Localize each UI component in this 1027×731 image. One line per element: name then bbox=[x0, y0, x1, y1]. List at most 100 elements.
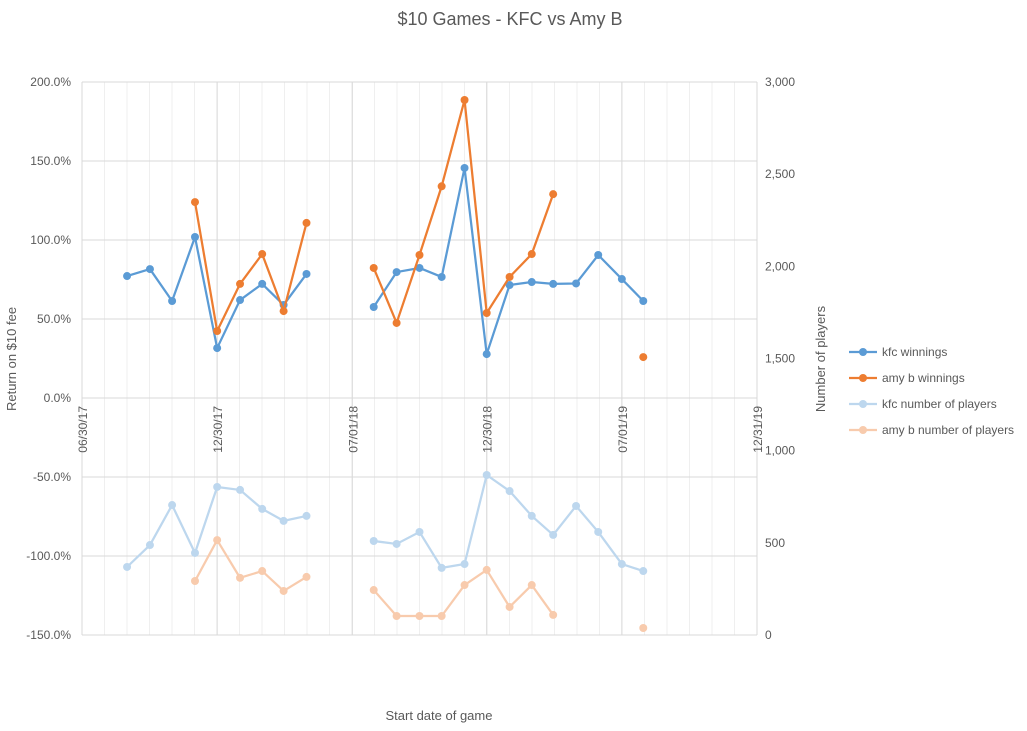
kfc-winnings-point bbox=[168, 296, 177, 305]
amy-b-winnings-line bbox=[372, 98, 555, 325]
kfc-winnings-point bbox=[437, 272, 446, 281]
kfc-winnings-point bbox=[369, 302, 378, 311]
y-tick-label: 0.0% bbox=[44, 391, 72, 405]
y-tick-label: 50.0% bbox=[37, 312, 71, 326]
kfc-number-of-players-point bbox=[369, 536, 378, 545]
amy-b-winnings-point bbox=[392, 318, 401, 327]
y-tick-label: -150.0% bbox=[26, 628, 71, 642]
amy-b-winnings-point bbox=[213, 327, 222, 336]
kfc-number-of-players-point bbox=[594, 527, 603, 536]
kfc-number-of-players-point bbox=[213, 482, 222, 491]
amy-b-winnings-point bbox=[279, 307, 288, 316]
x-tick-label: 12/30/17 bbox=[211, 406, 225, 453]
kfc-winnings-point bbox=[505, 281, 514, 290]
amy-b-number-of-players-point bbox=[258, 567, 267, 576]
legend-label: amy b winnings bbox=[882, 371, 965, 385]
kfc-number-of-players-point bbox=[549, 530, 558, 539]
amy-b-winnings-point bbox=[527, 250, 536, 259]
kfc-winnings-point bbox=[258, 279, 267, 288]
y2-tick-label: 1,500 bbox=[765, 352, 795, 366]
x-tick-label: 07/01/18 bbox=[346, 406, 360, 453]
y2-tick-label: 2,500 bbox=[765, 167, 795, 181]
amy-b-winnings-point bbox=[549, 190, 558, 199]
legend-marker bbox=[859, 374, 867, 382]
y-tick-label: 150.0% bbox=[30, 154, 71, 168]
kfc-winnings-point bbox=[527, 278, 536, 287]
amy-b-winnings-point bbox=[190, 198, 199, 207]
y-tick-label: 200.0% bbox=[30, 75, 71, 89]
plot-area bbox=[123, 96, 648, 632]
y2-axis-title: Number of players bbox=[813, 305, 828, 412]
kfc-number-of-players-point bbox=[190, 548, 199, 557]
y2-tick-label: 3,000 bbox=[765, 75, 795, 89]
kfc-winnings-point bbox=[415, 263, 424, 272]
amy-b-number-of-players-point bbox=[190, 576, 199, 585]
kfc-winnings-point bbox=[302, 269, 311, 278]
y-tick-label: -100.0% bbox=[26, 549, 71, 563]
amy-b-number-of-players-point bbox=[415, 612, 424, 621]
amy-b-number-of-players-point bbox=[236, 573, 245, 582]
amy-b-number-of-players-point bbox=[279, 586, 288, 595]
legend-item: amy b winnings bbox=[849, 371, 965, 385]
kfc-number-of-players-point bbox=[168, 501, 177, 510]
kfc-number-of-players-point bbox=[145, 541, 154, 550]
amy-b-winnings-point bbox=[236, 279, 245, 288]
amy-b-number-of-players-point bbox=[437, 612, 446, 621]
legend-item: amy b number of players bbox=[849, 423, 1014, 437]
kfc-number-of-players-point bbox=[482, 470, 491, 479]
kfc-number-of-players-point bbox=[505, 487, 514, 496]
chart-title: $10 Games - KFC vs Amy B bbox=[397, 9, 622, 29]
gridlines bbox=[81, 81, 758, 636]
amy-b-winnings-point bbox=[482, 308, 491, 317]
legend-label: amy b number of players bbox=[882, 423, 1014, 437]
kfc-winnings-point bbox=[213, 344, 222, 353]
kfc-number-of-players-point bbox=[236, 485, 245, 494]
kfc-winnings-point bbox=[145, 265, 154, 274]
kfc-winnings-point bbox=[460, 163, 469, 172]
amy-b-winnings-point bbox=[258, 250, 267, 259]
legend-label: kfc winnings bbox=[882, 345, 947, 359]
y2-axis-ticks: 3,000 2,500 2,000 1,500 1,000 500 0 bbox=[765, 75, 795, 642]
kfc-winnings-point bbox=[617, 275, 626, 284]
amy-b-number-of-players-point bbox=[392, 612, 401, 621]
kfc-number-of-players-point bbox=[123, 562, 132, 571]
amy-b-winnings-point bbox=[505, 272, 514, 281]
series-amy-b-number-of-players bbox=[190, 536, 648, 632]
series-kfc-winnings bbox=[123, 163, 648, 359]
amy-b-number-of-players-point bbox=[549, 610, 558, 619]
legend: kfc winnings amy b winnings kfc number of … bbox=[849, 345, 1014, 437]
amy-b-number-of-players-point bbox=[505, 602, 514, 611]
x-axis-ticks: 06/30/17 12/30/17 07/01/18 12/30/18 07/01/19… bbox=[76, 406, 765, 453]
y2-tick-label: 2,000 bbox=[765, 259, 795, 273]
kfc-number-of-players-point bbox=[302, 511, 311, 520]
amy-b-winnings-point bbox=[302, 218, 311, 227]
legend-item: kfc number of players bbox=[849, 397, 997, 411]
kfc-number-of-players-point bbox=[392, 539, 401, 548]
x-tick-label: 12/31/19 bbox=[751, 406, 765, 453]
kfc-number-of-players-point bbox=[527, 511, 536, 520]
amy-b-winnings-point bbox=[639, 353, 648, 362]
kfc-winnings-point bbox=[594, 251, 603, 260]
legend-item: kfc winnings bbox=[849, 345, 947, 359]
kfc-winnings-point bbox=[482, 350, 491, 359]
amy-b-number-of-players-point bbox=[213, 536, 222, 545]
amy-b-number-of-players-point bbox=[302, 572, 311, 581]
kfc-number-of-players-point bbox=[460, 560, 469, 569]
amy-b-winnings-line bbox=[193, 201, 308, 333]
amy-b-number-of-players-point bbox=[639, 623, 648, 632]
series-amy-b-winnings bbox=[190, 96, 648, 362]
kfc-number-of-players-point bbox=[617, 560, 626, 569]
amy-b-winnings-point bbox=[437, 182, 446, 191]
x-tick-label: 07/01/19 bbox=[616, 406, 630, 453]
kfc-winnings-point bbox=[549, 279, 558, 288]
series-kfc-number-of-players bbox=[123, 470, 648, 576]
y-tick-label: -50.0% bbox=[33, 470, 71, 484]
y2-tick-label: 500 bbox=[765, 536, 785, 550]
legend-marker bbox=[859, 348, 867, 356]
amy-b-number-of-players-point bbox=[482, 565, 491, 574]
y2-tick-label: 0 bbox=[765, 628, 772, 642]
kfc-winnings-line bbox=[372, 166, 645, 356]
kfc-winnings-point bbox=[123, 272, 132, 281]
